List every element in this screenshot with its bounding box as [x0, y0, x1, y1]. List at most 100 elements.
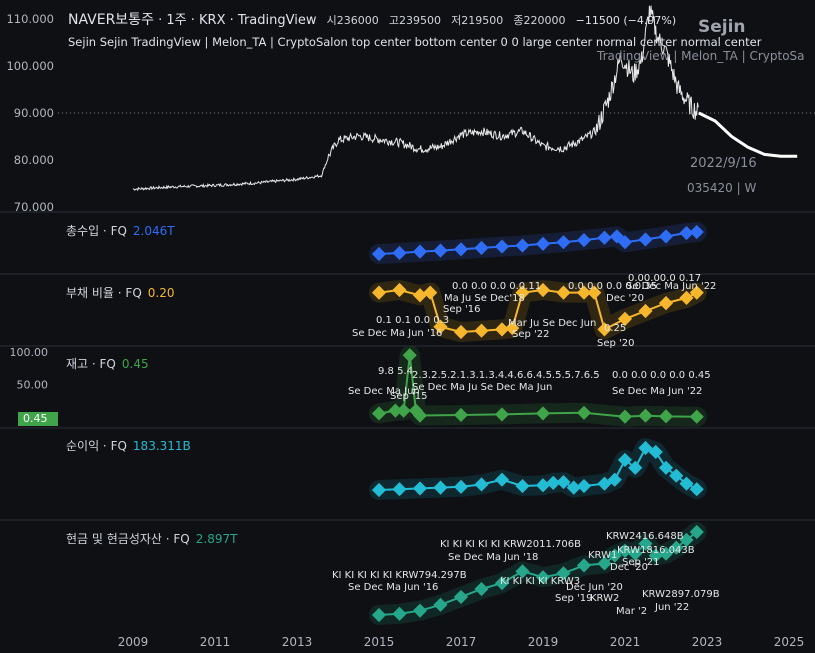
price-tick-label: 80.000: [14, 153, 54, 167]
cash-annotation: Se Dec Ma Jun '16: [348, 582, 438, 593]
net-income-marker: [515, 478, 530, 494]
year-tick-label: 2023: [692, 635, 723, 649]
inventory-tick-label: 50.00: [17, 379, 49, 392]
revenue-marker: [371, 246, 387, 262]
symbol-name[interactable]: NAVER보통주: [68, 12, 154, 28]
revenue-name: 총수입 · FQ: [66, 224, 127, 238]
net-income-marker: [546, 475, 561, 490]
cash-marker: [494, 576, 510, 591]
debt-annotation: Ma Ju Se Dec'18: [444, 293, 525, 304]
cash-marker: [638, 536, 653, 551]
debt-ratio-value: 0.20: [147, 286, 175, 300]
price-tick-label: 90.000: [14, 106, 54, 120]
cash-annotation: KRW2: [590, 593, 619, 604]
net-income-marker: [392, 482, 407, 497]
cash-marker: [689, 524, 704, 540]
debt-annotation: 0.0 0.0 0.0 0.0.11: [452, 281, 541, 292]
cash-annotation: Dec '20: [610, 562, 648, 573]
cash-annotation: Sep '19: [555, 593, 593, 604]
inventory-marker: [494, 407, 510, 422]
net-income-marker: [679, 476, 694, 491]
inventory-axis: 100.00 50.00: [10, 346, 49, 392]
debt-ratio-marker: [433, 319, 448, 334]
revenue-marker: [392, 245, 407, 261]
cash-annotation: KRW2897.079B: [642, 589, 720, 600]
cash-name: 현금 및 현금성자산 · FQ: [66, 532, 190, 546]
pane-label-cash[interactable]: 현금 및 현금성자산 · FQ 2.897T: [66, 530, 237, 547]
change-value: −11500 (−4.97%): [575, 14, 677, 27]
net-income-marker: [566, 480, 581, 495]
year-tick-label: 2013: [282, 635, 313, 649]
net-income-marker: [494, 472, 510, 487]
cash-marker: [392, 606, 407, 621]
inventory-annotation: Se Dec Ma Jun '22: [612, 386, 702, 397]
price-series-line: [132, 5, 699, 192]
cash-annotation: Dec Jun '20: [566, 582, 623, 593]
net-income-marker: [689, 482, 704, 497]
cash-annotation: KI KI KI KI KI KRW2011.706B: [440, 539, 581, 550]
debt-ratio-marker: [597, 322, 612, 337]
cash-annotation: KI KI KI KI KI KRW794.297B: [332, 570, 467, 581]
watermark-line: TradingView | Melon_TA | CryptoSa: [597, 49, 805, 63]
inventory-annotation: Se Dec Ma Ju Se Dec Ma Jun: [412, 382, 552, 393]
cash-marker: [576, 558, 592, 573]
debt-annotation: Sep '20: [597, 338, 635, 349]
debt-ratio-marker: [494, 322, 510, 337]
inventory-last-value-badge: 0.45: [18, 412, 58, 426]
debt-ratio-marker: [505, 320, 520, 336]
cash-marker: [474, 581, 489, 597]
pane-label-debt-ratio[interactable]: 부채 비율 · FQ 0.20: [66, 284, 175, 301]
cash-marker: [535, 570, 551, 585]
debt-ratio-marker: [638, 303, 653, 319]
debt-ratio-marker: [412, 288, 428, 303]
inventory-marker: [388, 403, 403, 418]
net-income-value: 183.311B: [132, 439, 191, 453]
cash-marker: [433, 597, 448, 612]
indicator-subtitle[interactable]: Sejin Sejin TradingView | Melon_TA | Cry…: [68, 35, 762, 49]
net-income-marker: [556, 475, 571, 490]
cash-annotation: KRW2416.648B: [606, 531, 684, 542]
year-tick-label: 2015: [364, 635, 395, 649]
interval-label[interactable]: 1주: [166, 13, 187, 28]
inventory-marker: [689, 409, 704, 424]
cash-marker: [515, 564, 530, 579]
inventory-annotation: 9.8 5.4: [378, 366, 413, 377]
cash-annotation: KI KI KI KI KRW3: [500, 576, 580, 587]
cash-marker: [669, 540, 684, 555]
debt-annotation: Sep '22: [512, 329, 550, 340]
year-tick-label: 2017: [446, 635, 477, 649]
inventory-annotation: 2.3.2.5.2.1.3.1.3.4.4.6.6.4.5.5.5.7.6.5: [412, 370, 600, 381]
cash-marker: [412, 603, 428, 618]
revenue-marker: [433, 243, 448, 258]
pane-label-revenue[interactable]: 총수입 · FQ 2.046T: [66, 222, 175, 239]
net-income-marker: [576, 478, 592, 494]
inventory-name: 재고 · FQ: [66, 357, 116, 371]
revenue-marker: [474, 240, 489, 255]
debt-annotation: Dec '20: [606, 293, 644, 304]
debt-ratio-marker: [392, 282, 407, 298]
debt-ratio-marker: [515, 285, 530, 300]
pane-label-net-income[interactable]: 순이익 · FQ 183.311B: [66, 437, 191, 454]
net-income-marker: [597, 476, 612, 491]
inventory-marker: [535, 406, 551, 421]
debt-ratio-marker: [556, 285, 571, 300]
cash-marker: [597, 556, 612, 571]
debt-ratio-marker: [576, 285, 592, 300]
price-tick-label: 110.000: [6, 12, 54, 26]
cash-annotation: KRW1: [588, 550, 617, 561]
pane-label-inventory[interactable]: 재고 · FQ 0.45: [66, 355, 149, 372]
net-income-marker: [617, 452, 633, 467]
debt-annotation: Se Dec Ma Jun '22: [626, 281, 716, 292]
cash-annotation: Se Dec Ma Jun '18: [448, 552, 538, 563]
debt-annotation: Sep '16: [443, 304, 481, 315]
title-sep-3: ·: [229, 13, 234, 28]
revenue-marker: [412, 244, 428, 259]
debt-ratio-name: 부채 비율 · FQ: [66, 286, 142, 300]
low-value: 저219500: [451, 14, 504, 27]
cash-marker: [658, 546, 674, 561]
year-tick-label: 2025: [774, 635, 805, 649]
inventory-annotation: 0.0 0.0 0.0 0.0 0.45: [612, 370, 711, 381]
revenue-marker: [658, 229, 674, 244]
